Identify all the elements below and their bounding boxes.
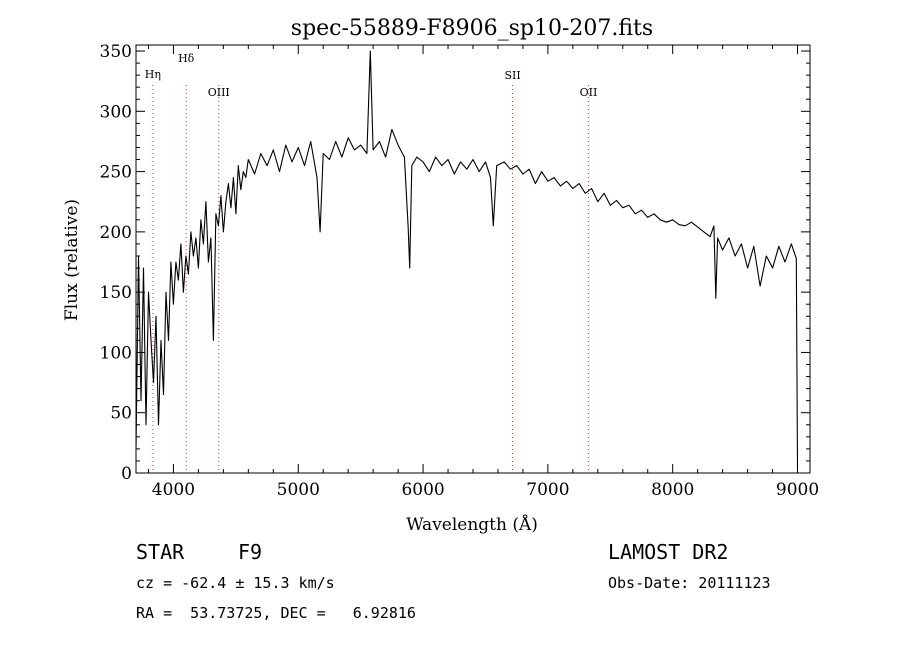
x-tick-label: 7000: [526, 480, 569, 500]
x-tick-label: 4000: [152, 480, 195, 500]
x-tick-label: 5000: [277, 480, 320, 500]
plot-area: 4000 5000 6000 7000 8000 9000 0 50 100 150 200 250 3…: [100, 42, 820, 500]
y-tick-label: 100: [100, 343, 132, 363]
x-tick-label: 9000: [776, 480, 819, 500]
line-marker-label: SII: [504, 69, 520, 82]
y-tick-label: 350: [100, 42, 132, 62]
chart-title: spec-55889-F8906_sp10-207.fits: [291, 16, 653, 41]
spectrum-line: [135, 50, 799, 468]
y-tick-label: 250: [100, 163, 132, 183]
y-axis-label: Flux (relative): [62, 199, 82, 321]
coordinates: RA = 53.73725, DEC = 6.92816: [136, 604, 416, 622]
y-tick-label: 0: [121, 464, 132, 484]
x-tick-label: 8000: [651, 480, 694, 500]
survey-name: LAMOST DR2: [608, 540, 729, 564]
x-axis-label: Wavelength (Å): [406, 514, 538, 535]
line-marker-label: OIII: [208, 86, 230, 99]
object-subclass: F9: [238, 540, 263, 564]
y-tick-label: 300: [100, 102, 132, 122]
line-marker-label: Hη: [145, 68, 161, 81]
obs-date: Obs-Date: 20111123: [608, 574, 771, 592]
line-marker-label: OII: [580, 86, 598, 99]
y-tick-label: 50: [110, 404, 132, 424]
redshift-text: cz = -62.4 ± 15.3 km/s: [136, 574, 335, 592]
x-tick-label: 6000: [401, 480, 444, 500]
plot-frame: [135, 44, 811, 474]
y-tick-label: 150: [100, 283, 132, 303]
object-class: STAR: [136, 540, 185, 564]
y-tick-label: 200: [100, 223, 132, 243]
line-marker-label: Hδ: [178, 52, 195, 65]
